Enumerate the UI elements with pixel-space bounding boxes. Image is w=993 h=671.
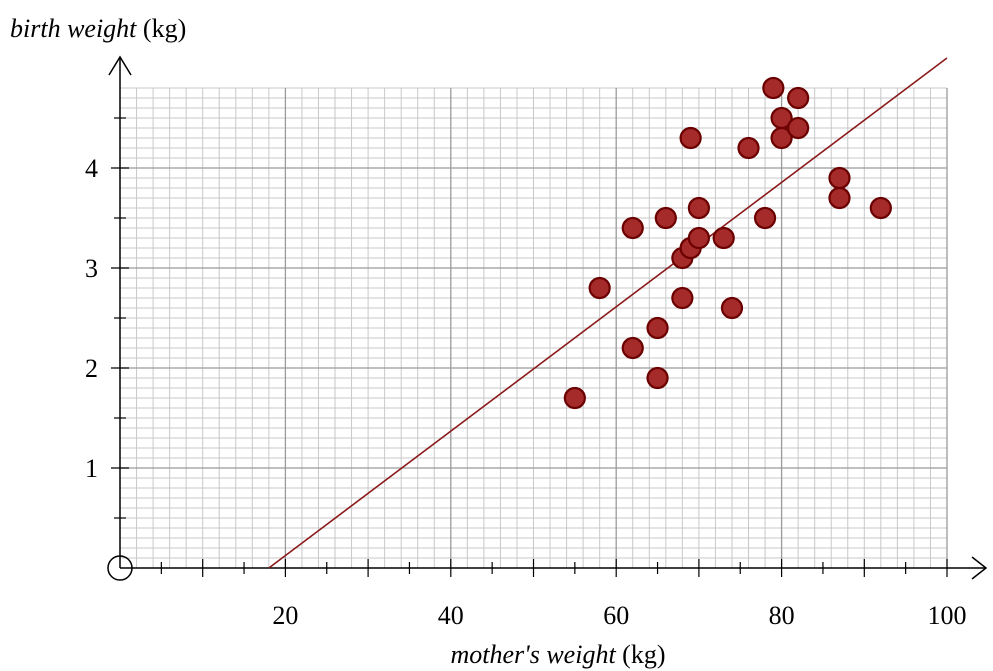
x-tick-label: 60 [603, 601, 629, 630]
x-axis-arrow [971, 556, 988, 580]
y-axis-arrow [108, 55, 132, 76]
y-tick-label: 3 [85, 254, 98, 283]
data-point [679, 126, 702, 150]
data-point [654, 206, 677, 230]
data-point [588, 276, 611, 300]
x-tick-label: 20 [272, 601, 298, 630]
data-point [787, 86, 810, 110]
data-points [563, 76, 892, 410]
trend-line [268, 57, 948, 569]
tick-labels: 20 40 60 80 100 1 2 3 4 [85, 154, 967, 630]
data-point [687, 196, 711, 220]
data-point [787, 116, 810, 140]
x-axis-label: mother's weight (kg) [451, 640, 666, 669]
data-point [762, 76, 785, 100]
y-tick-label: 4 [85, 154, 98, 183]
data-point [828, 186, 851, 210]
data-point [563, 386, 586, 410]
y-tick-label: 1 [85, 454, 98, 483]
grid-minor [120, 87, 947, 568]
axes [107, 55, 988, 581]
data-point [687, 226, 711, 250]
origin-marker [107, 555, 133, 581]
x-tick-label: 40 [438, 601, 464, 630]
data-point [737, 136, 760, 160]
data-point [621, 336, 644, 360]
data-point [646, 316, 669, 340]
y-axis-label: birth weight (kg) [10, 14, 186, 43]
data-point [646, 366, 669, 390]
data-point [671, 286, 694, 310]
axis-ticks [111, 117, 948, 577]
y-tick-label: 2 [85, 354, 98, 383]
x-tick-label: 80 [769, 601, 795, 630]
data-point [828, 166, 851, 190]
x-tick-label: 100 [928, 601, 967, 630]
data-point [720, 296, 744, 320]
data-point [869, 196, 892, 220]
data-point [770, 126, 793, 150]
data-point [712, 226, 735, 250]
regression-line [268, 57, 948, 569]
data-point [621, 216, 644, 240]
data-point [753, 206, 777, 230]
